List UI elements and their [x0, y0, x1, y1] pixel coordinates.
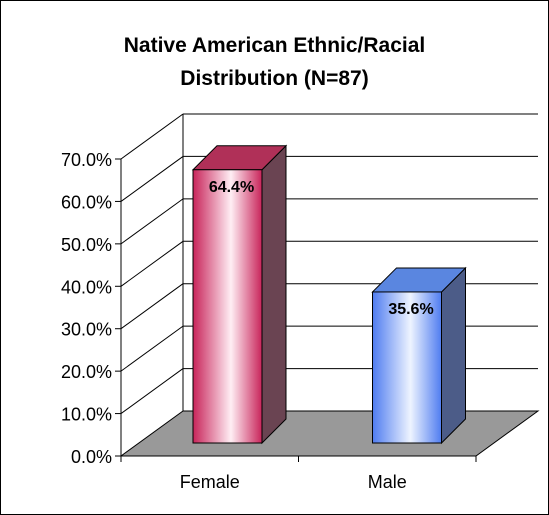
- chart-title-line-2: Distribution (N=87): [180, 67, 369, 90]
- x-category-label: Female: [180, 472, 240, 492]
- gridline-side: [120, 283, 184, 330]
- bar-female: [191, 144, 288, 445]
- bar-male: [371, 266, 467, 445]
- data-label: 35.6%: [388, 301, 433, 318]
- gridline-side: [120, 198, 184, 245]
- bar-side: [261, 144, 287, 445]
- gridline-side: [120, 240, 184, 287]
- chart-title-line-1: Native American Ethnic/Racial: [123, 34, 426, 57]
- gridline-side: [120, 113, 184, 160]
- gridline-side: [120, 368, 184, 414]
- y-tick-label: 60.0%: [61, 192, 112, 212]
- y-tick-label: 70.0%: [61, 150, 112, 170]
- x-category-label: Male: [368, 472, 407, 492]
- y-tick-label: 0.0%: [71, 447, 112, 467]
- bar-front: [372, 291, 442, 444]
- bar-front: [192, 169, 263, 444]
- y-tick-label: 10.0%: [61, 405, 112, 425]
- gridline-side: [120, 325, 184, 372]
- gridline-side: [120, 156, 184, 202]
- y-tick-label: 30.0%: [61, 320, 112, 340]
- y-tick-label: 50.0%: [61, 235, 112, 255]
- data-label: 64.4%: [209, 179, 254, 196]
- y-tick-label: 20.0%: [61, 362, 112, 382]
- chart-title: Native American Ethnic/Racial Distributi…: [1, 29, 548, 95]
- chart-floor: [119, 410, 540, 457]
- bar-side: [441, 266, 466, 445]
- y-tick-label: 40.0%: [61, 277, 112, 297]
